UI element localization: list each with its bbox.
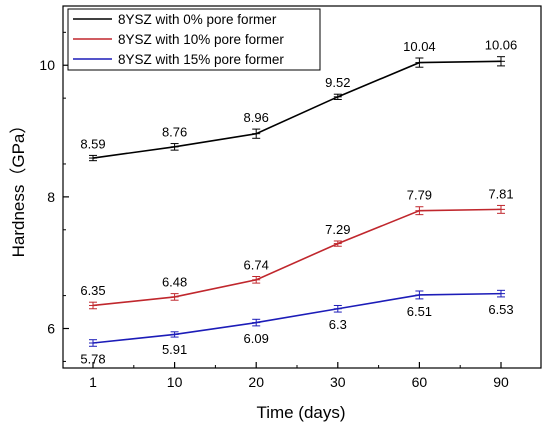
data-label: 7.79 bbox=[407, 188, 432, 203]
x-tick-label: 1 bbox=[89, 374, 97, 390]
data-label: 10.06 bbox=[485, 38, 518, 53]
x-tick-label: 10 bbox=[167, 374, 183, 390]
data-label: 6.3 bbox=[329, 317, 347, 332]
legend-label-1: 8YSZ with 10% pore former bbox=[118, 32, 284, 47]
data-label: 7.29 bbox=[325, 222, 350, 237]
series-line bbox=[92, 60, 502, 159]
data-label: 6.53 bbox=[488, 302, 513, 317]
data-label: 6.09 bbox=[244, 331, 269, 346]
y-axis: 6 8 10 bbox=[39, 31, 69, 362]
series-layer: 8.59 8.76 8.96 9.52 10.04 10.06 6.35 6.48 6.74 7.… bbox=[80, 38, 517, 367]
data-label: 8.96 bbox=[244, 110, 269, 125]
data-label: 6.35 bbox=[80, 283, 105, 298]
data-label: 10.04 bbox=[403, 39, 436, 54]
data-label: 6.51 bbox=[407, 304, 432, 319]
data-label: 5.78 bbox=[80, 351, 105, 366]
y-axis-label: Hardness（GPa） bbox=[9, 117, 28, 258]
series-1: 6.35 6.48 6.74 7.29 7.79 7.81 bbox=[80, 186, 514, 310]
data-label: 6.48 bbox=[162, 275, 187, 290]
x-axis: 1 10 20 30 60 90 bbox=[89, 362, 509, 390]
y-tick-label: 6 bbox=[47, 321, 55, 337]
series-0: 8.59 8.76 8.96 9.52 10.04 10.06 bbox=[80, 38, 518, 162]
y-tick-label: 10 bbox=[39, 57, 55, 73]
x-tick-label: 30 bbox=[330, 374, 346, 390]
plot-frame bbox=[62, 5, 542, 369]
legend: 8YSZ with 0% pore former 8YSZ with 10% po… bbox=[67, 8, 321, 71]
data-label: 9.52 bbox=[325, 75, 350, 90]
legend-label-0: 8YSZ with 0% pore former bbox=[118, 12, 277, 27]
data-label: 7.81 bbox=[488, 186, 513, 201]
x-tick-label: 20 bbox=[248, 374, 264, 390]
data-label: 8.59 bbox=[80, 136, 105, 151]
x-tick-label: 90 bbox=[493, 374, 509, 390]
x-tick-label: 60 bbox=[412, 374, 428, 390]
series-line bbox=[92, 208, 502, 307]
legend-label-2: 8YSZ with 15% pore former bbox=[118, 52, 284, 67]
x-axis-label: Time (days) bbox=[256, 403, 345, 422]
data-label: 6.74 bbox=[244, 258, 269, 273]
series-2: 5.78 5.91 6.09 6.3 6.51 6.53 bbox=[80, 289, 514, 366]
series-line bbox=[92, 292, 502, 344]
data-label: 8.76 bbox=[162, 125, 187, 140]
y-tick-label: 8 bbox=[47, 189, 55, 205]
data-label: 5.91 bbox=[162, 342, 187, 357]
